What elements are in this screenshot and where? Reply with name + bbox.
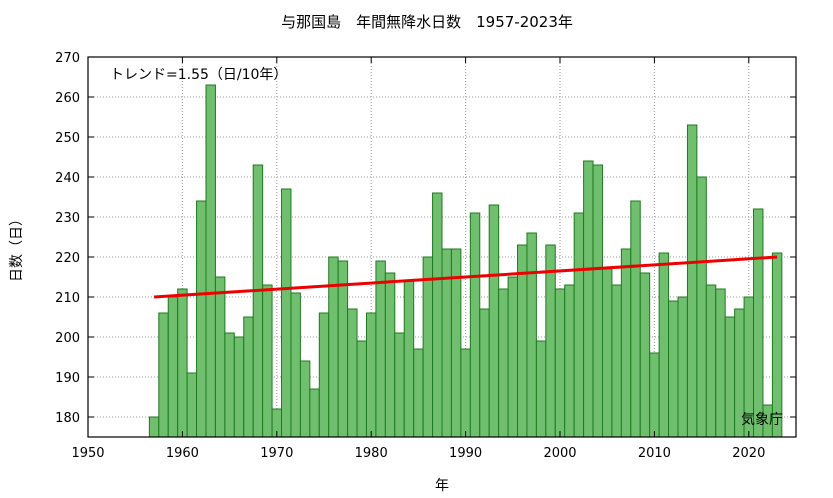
bar-2006 xyxy=(611,284,622,438)
bar-1983 xyxy=(394,332,405,438)
bar-2002 xyxy=(573,212,585,438)
x-tick-label: 1950 xyxy=(71,446,104,461)
x-tick-label: 1980 xyxy=(355,446,388,461)
bar-2001 xyxy=(564,284,575,438)
bar-1958 xyxy=(158,312,169,438)
bar-1979 xyxy=(356,340,367,438)
y-tick-label: 200 xyxy=(55,331,80,346)
bar-1987 xyxy=(432,192,443,438)
bar-2004 xyxy=(592,164,603,438)
bar-1967 xyxy=(243,316,254,438)
bar-1965 xyxy=(224,332,235,438)
bar-1968 xyxy=(252,164,264,438)
x-tick-label: 2000 xyxy=(543,446,576,461)
bar-1998 xyxy=(535,340,547,438)
bar-2014 xyxy=(686,124,698,438)
bar-1995 xyxy=(507,276,519,438)
bar-1975 xyxy=(318,312,330,438)
bar-1972 xyxy=(290,292,301,438)
bar-1999 xyxy=(545,244,556,438)
y-tick-label: 260 xyxy=(55,91,80,106)
bar-2021 xyxy=(753,208,764,438)
bar-1991 xyxy=(469,212,481,438)
bar-1971 xyxy=(281,188,292,438)
x-tick-label: 2010 xyxy=(638,446,671,461)
bar-2008 xyxy=(630,200,641,438)
bar-1985 xyxy=(413,348,424,438)
bar-1994 xyxy=(498,288,509,438)
bar-2017 xyxy=(715,288,726,438)
bar-2010 xyxy=(649,352,660,438)
bar-1973 xyxy=(299,360,311,438)
bar-1993 xyxy=(488,204,500,438)
x-axis-ticks: 1950 1960 1970 1980 1990 2000 2010 2020 xyxy=(71,57,765,461)
bar-1966 xyxy=(233,336,245,438)
bar-1978 xyxy=(347,308,358,438)
x-axis-label: 年 xyxy=(435,478,449,494)
bar-1977 xyxy=(337,260,349,438)
x-tick-label: 1990 xyxy=(449,446,482,461)
bar-2005 xyxy=(601,268,613,438)
y-tick-label: 190 xyxy=(55,371,80,386)
bar-1969 xyxy=(262,284,273,438)
bar-1981 xyxy=(375,260,386,438)
y-tick-label: 210 xyxy=(55,291,80,306)
bar-2007 xyxy=(620,248,632,438)
x-tick-label: 1960 xyxy=(166,446,199,461)
y-tick-label: 240 xyxy=(55,171,80,186)
y-axis-ticks: 180 190 200 210 220 230 240 250 260 270 xyxy=(55,51,796,426)
bar-2018 xyxy=(724,316,736,438)
x-tick-label: 2020 xyxy=(732,446,765,461)
bar-1959 xyxy=(167,296,179,438)
bar-1997 xyxy=(526,232,537,438)
y-tick-label: 220 xyxy=(55,251,80,266)
source-label: 気象庁 xyxy=(741,412,783,428)
bar-1960 xyxy=(177,288,188,438)
plot-frame xyxy=(87,56,797,438)
chart-title: 与那国島 年間無降水日数 1957-2023年 xyxy=(281,13,573,31)
trend-line xyxy=(153,255,778,299)
trend-annotation: トレンド=1.55（日/10年） xyxy=(110,67,287,83)
bar-2009 xyxy=(639,272,651,438)
bar-1957 xyxy=(148,416,160,438)
x-tick-label: 1970 xyxy=(260,446,293,461)
y-tick-label: 230 xyxy=(55,211,80,226)
bar-2016 xyxy=(705,284,717,438)
bar-1984 xyxy=(403,280,415,438)
bar-1961 xyxy=(186,372,198,438)
y-tick-label: 270 xyxy=(55,51,80,66)
bar-2013 xyxy=(677,296,688,438)
bar-1990 xyxy=(460,348,471,438)
bar-1980 xyxy=(365,312,377,438)
bar-1963 xyxy=(205,84,216,438)
bar-1962 xyxy=(196,200,207,438)
bar-1974 xyxy=(309,388,320,438)
bar-2000 xyxy=(554,288,566,438)
bar-2015 xyxy=(696,176,707,438)
bar-2003 xyxy=(583,160,594,438)
y-axis-label: 日数（日） xyxy=(9,212,25,282)
bar-2023 xyxy=(771,252,783,438)
bar-1964 xyxy=(214,276,226,438)
bar-1982 xyxy=(384,272,396,438)
bar-1986 xyxy=(422,256,434,438)
bar-2011 xyxy=(658,252,670,438)
bars xyxy=(148,84,783,438)
bar-2012 xyxy=(668,300,679,438)
y-tick-label: 180 xyxy=(55,411,80,426)
bar-1992 xyxy=(479,308,490,438)
y-tick-label: 250 xyxy=(55,131,80,146)
